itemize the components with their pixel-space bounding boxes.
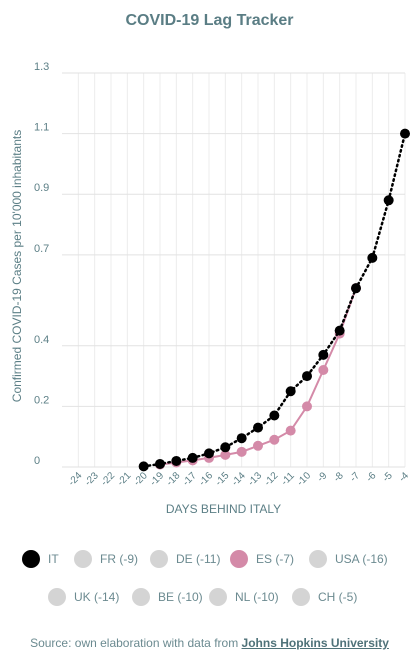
x-tick-label: -12 xyxy=(262,470,280,488)
legend-label: DE (-11) xyxy=(176,552,221,566)
legend-row: IT FR (-9) DE (-11) ES (-7) USA (-16) xyxy=(0,550,419,576)
legend-label: IT xyxy=(48,552,59,566)
legend-swatch xyxy=(22,550,40,568)
data-point xyxy=(171,455,182,466)
legend-label: NL (-10) xyxy=(235,590,279,604)
legend-item[interactable]: UK (-14) xyxy=(48,588,119,606)
x-tick-label: -23 xyxy=(83,470,101,488)
x-tick-label: -10 xyxy=(295,470,313,488)
data-point xyxy=(302,371,312,382)
legend-label: USA (-16) xyxy=(335,552,388,566)
data-point xyxy=(253,440,263,451)
x-tick-label: -15 xyxy=(213,470,231,488)
data-point xyxy=(383,195,394,206)
x-tick-label: -7 xyxy=(348,470,362,484)
x-tick-label: -14 xyxy=(230,470,248,488)
x-tick-label: -24 xyxy=(66,470,84,488)
data-point xyxy=(367,252,378,263)
x-tick-label: -22 xyxy=(99,470,117,488)
data-point xyxy=(285,425,296,436)
legend-swatch xyxy=(230,550,248,568)
legend-label: FR (-9) xyxy=(100,552,138,566)
legend-item[interactable]: BE (-10) xyxy=(132,588,203,606)
legend-row: UK (-14) BE (-10) NL (-10) CH (-5) xyxy=(0,588,419,614)
x-tick-label: -16 xyxy=(197,470,215,488)
y-tick-label: 0.9 xyxy=(34,182,49,194)
legend-swatch xyxy=(132,588,150,606)
x-tick-label: -18 xyxy=(164,470,182,488)
line-chart: 0 0.2 0.4 0.7 0.9 1.1 1.3 -24-23-22-21-20-19-18… xyxy=(10,61,411,516)
data-point xyxy=(236,446,247,457)
legend-swatch xyxy=(150,550,168,568)
y-axis-ticks: 0 0.2 0.4 0.7 0.9 1.1 1.3 xyxy=(34,61,49,467)
data-point xyxy=(220,442,231,453)
x-tick-label: -5 xyxy=(381,470,395,484)
data-point xyxy=(187,452,198,463)
legend-item[interactable]: FR (-9) xyxy=(74,550,138,568)
legend-swatch xyxy=(309,550,327,568)
legend-swatch xyxy=(74,550,92,568)
y-tick-label: 0.7 xyxy=(34,243,49,255)
x-tick-label: -21 xyxy=(115,470,133,488)
data-point xyxy=(334,325,345,336)
legend-label: ES (-7) xyxy=(256,552,295,566)
data-point xyxy=(269,410,280,421)
data-point xyxy=(253,422,263,433)
x-tick-label: -4 xyxy=(397,470,411,484)
source-prefix: Source: own elaboration with data from xyxy=(30,636,242,650)
data-point xyxy=(285,386,296,397)
legend-item[interactable]: IT xyxy=(22,550,59,568)
x-tick-label: -20 xyxy=(132,470,150,488)
data-point xyxy=(318,349,329,360)
x-axis-title: DAYS BEHIND ITALY xyxy=(166,502,281,516)
legend-swatch xyxy=(48,588,66,606)
x-tick-label: -13 xyxy=(246,470,264,488)
x-axis-ticks: -24-23-22-21-20-19-18-17-16-15-14-13-12-… xyxy=(66,470,411,488)
legend-item[interactable]: CH (-5) xyxy=(292,588,357,606)
source-note: Source: own elaboration with data from J… xyxy=(0,636,419,650)
legend-label: BE (-10) xyxy=(158,590,203,604)
x-tick-label: -19 xyxy=(148,470,166,488)
data-point xyxy=(269,434,280,445)
data-point xyxy=(204,448,214,459)
legend-swatch xyxy=(209,588,227,606)
legend-item[interactable]: NL (-10) xyxy=(209,588,279,606)
x-tick-label: -11 xyxy=(279,470,297,488)
legend-item[interactable]: ES (-7) xyxy=(230,550,294,568)
data-point xyxy=(220,449,231,460)
source-link[interactable]: Johns Hopkins University xyxy=(241,636,389,650)
legend-item[interactable]: USA (-16) xyxy=(309,550,388,568)
data-point xyxy=(138,461,149,472)
data-point xyxy=(155,458,165,469)
data-point xyxy=(236,433,247,444)
y-tick-label: 0 xyxy=(34,455,40,467)
data-point xyxy=(400,128,410,139)
legend-swatch xyxy=(292,588,310,606)
y-tick-label: 1.3 xyxy=(34,61,49,73)
chart-title: COVID-19 Lag Tracker xyxy=(125,12,294,29)
data-point xyxy=(302,401,312,412)
y-axis-title: Confirmed COVID-19 Cases per 10'000 inha… xyxy=(10,130,24,402)
y-tick-label: 1.1 xyxy=(34,122,49,134)
legend-label: UK (-14) xyxy=(74,590,120,604)
legend-item[interactable]: DE (-11) xyxy=(150,550,220,568)
data-point xyxy=(351,283,361,294)
x-tick-label: -6 xyxy=(364,470,378,484)
y-tick-label: 0.2 xyxy=(34,394,49,406)
x-tick-label: -9 xyxy=(315,470,329,484)
legend-label: CH (-5) xyxy=(318,590,358,604)
x-tick-label: -17 xyxy=(181,470,199,488)
y-tick-label: 0.4 xyxy=(34,334,49,346)
series-it xyxy=(138,128,410,472)
grid xyxy=(62,72,406,468)
data-point xyxy=(318,365,329,376)
x-tick-label: -8 xyxy=(332,470,346,484)
